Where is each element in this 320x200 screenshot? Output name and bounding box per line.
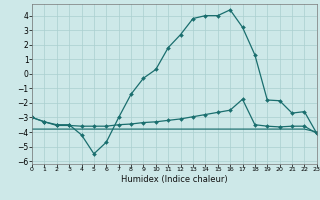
X-axis label: Humidex (Indice chaleur): Humidex (Indice chaleur): [121, 175, 228, 184]
